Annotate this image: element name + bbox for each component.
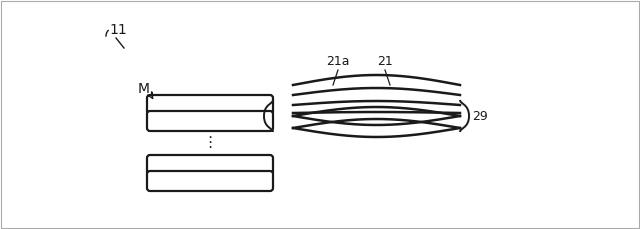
FancyBboxPatch shape [147,171,273,191]
FancyBboxPatch shape [147,95,273,115]
Text: M: M [138,82,150,96]
Text: 21: 21 [377,55,393,68]
Text: 21a: 21a [326,55,349,68]
Text: 11: 11 [109,23,127,37]
Text: ⋮: ⋮ [202,136,218,150]
FancyBboxPatch shape [147,155,273,175]
Text: 29: 29 [472,109,488,123]
FancyBboxPatch shape [147,111,273,131]
